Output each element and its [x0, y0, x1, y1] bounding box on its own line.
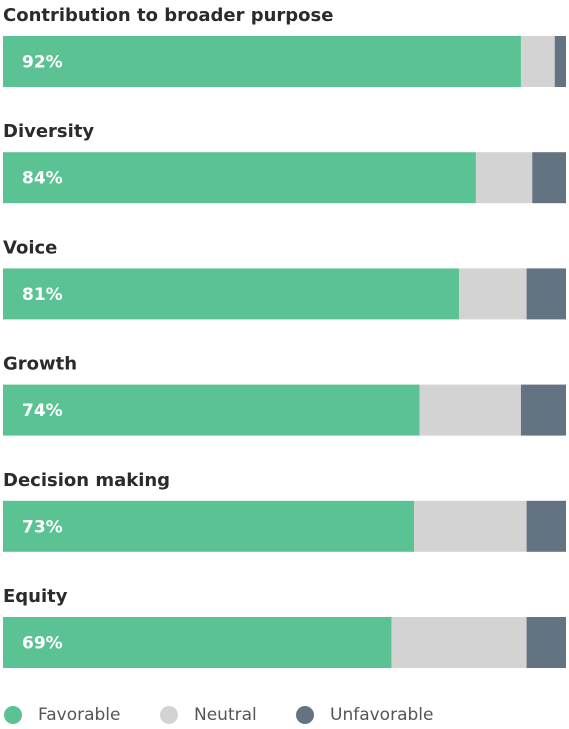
bar-segment [3, 384, 420, 436]
data-label: 73% [22, 517, 63, 537]
bar-segment [419, 384, 521, 436]
legend-marker [160, 706, 178, 724]
data-label: 84% [22, 169, 63, 189]
legend-label: Unfavorable [330, 705, 433, 725]
legend-label: Favorable [38, 705, 120, 725]
data-label: 92% [22, 53, 63, 73]
category-label: Equity [3, 586, 68, 607]
bar-segment [3, 500, 414, 552]
category-label: Decision making [3, 470, 170, 491]
bar-segment [3, 36, 521, 87]
bar-segment [3, 617, 392, 668]
bar-segment [554, 36, 566, 87]
bar-segment [520, 36, 555, 87]
bar-segment [526, 268, 566, 320]
legend-marker [296, 706, 314, 724]
bar-segment [526, 617, 566, 668]
legend-marker [4, 706, 22, 724]
bar-segment [413, 500, 527, 552]
bar-segment [520, 384, 566, 436]
bar-segment [459, 268, 527, 320]
data-label: 74% [22, 401, 63, 421]
data-label: 69% [22, 634, 63, 654]
category-label: Contribution to broader purpose [3, 5, 333, 26]
category-label: Diversity [3, 121, 94, 142]
category-label: Voice [3, 237, 57, 258]
data-label: 81% [22, 285, 63, 305]
bar-segment [3, 152, 476, 204]
bar-segment [532, 152, 566, 204]
bar-segment [391, 617, 527, 668]
bar-segment [475, 152, 533, 204]
category-label: Growth [3, 354, 77, 375]
bar-segment [526, 500, 566, 552]
legend-label: Neutral [194, 705, 257, 725]
bar-segment [3, 268, 460, 320]
